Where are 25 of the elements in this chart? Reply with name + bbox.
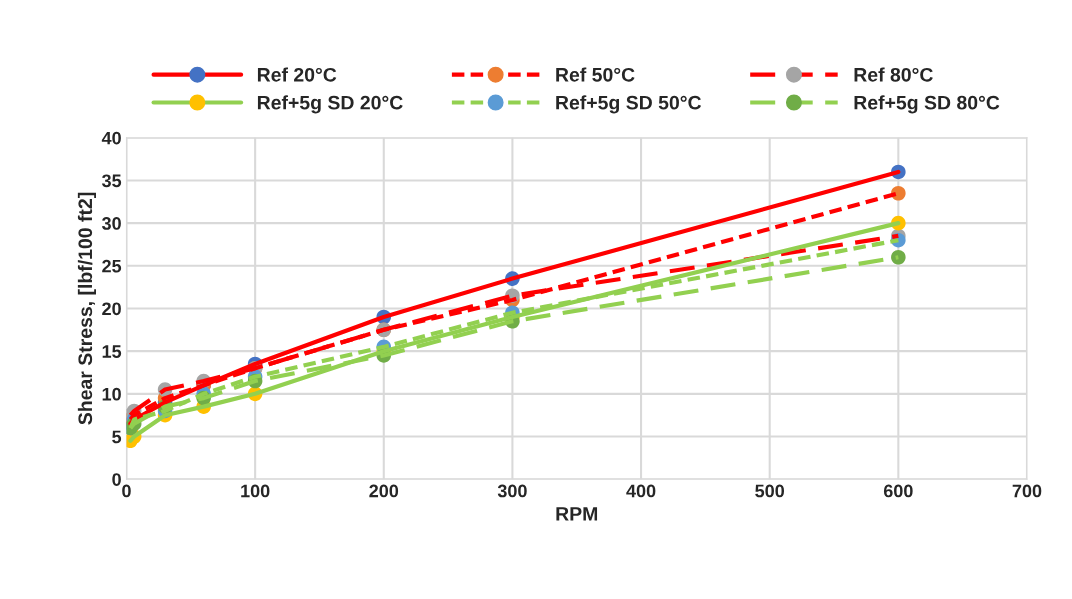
- y-tick-label: 0: [112, 473, 121, 486]
- x-tick-label: 0: [122, 484, 131, 498]
- legend-label: Ref 50°C: [556, 67, 635, 82]
- x-axis-title: RPM: [556, 507, 598, 521]
- x-tick-label: 400: [626, 484, 656, 498]
- legend-label: Ref+5g SD 50°C: [556, 95, 702, 114]
- x-tick-label: 100: [241, 484, 270, 498]
- y-tick-label: 5: [112, 430, 122, 444]
- legend-label: Ref 20°C: [257, 67, 337, 82]
- y-tick-label: 10: [102, 387, 121, 401]
- x-tick-label: 500: [755, 484, 785, 498]
- y-axis-title: Shear Stress, [lbf/100 ft2]: [77, 192, 96, 425]
- y-tick-label: 20: [102, 302, 121, 316]
- y-tick-label: 25: [102, 259, 122, 273]
- y-tick-label: 35: [101, 174, 122, 188]
- y-tick-label: 40: [101, 131, 121, 145]
- legend-label: Ref 80°C: [854, 67, 933, 82]
- x-tick-label: 600: [883, 484, 913, 498]
- y-tick-label: 15: [102, 345, 122, 358]
- x-tick-label: 300: [497, 484, 527, 498]
- x-tick-label: 200: [369, 484, 399, 498]
- legend-label: Ref+5g SD 20°C: [257, 95, 403, 114]
- x-tick-label: 700: [1012, 484, 1042, 498]
- y-tick-label: 30: [101, 217, 121, 230]
- legend-label: Ref+5g SD 80°C: [854, 95, 1000, 114]
